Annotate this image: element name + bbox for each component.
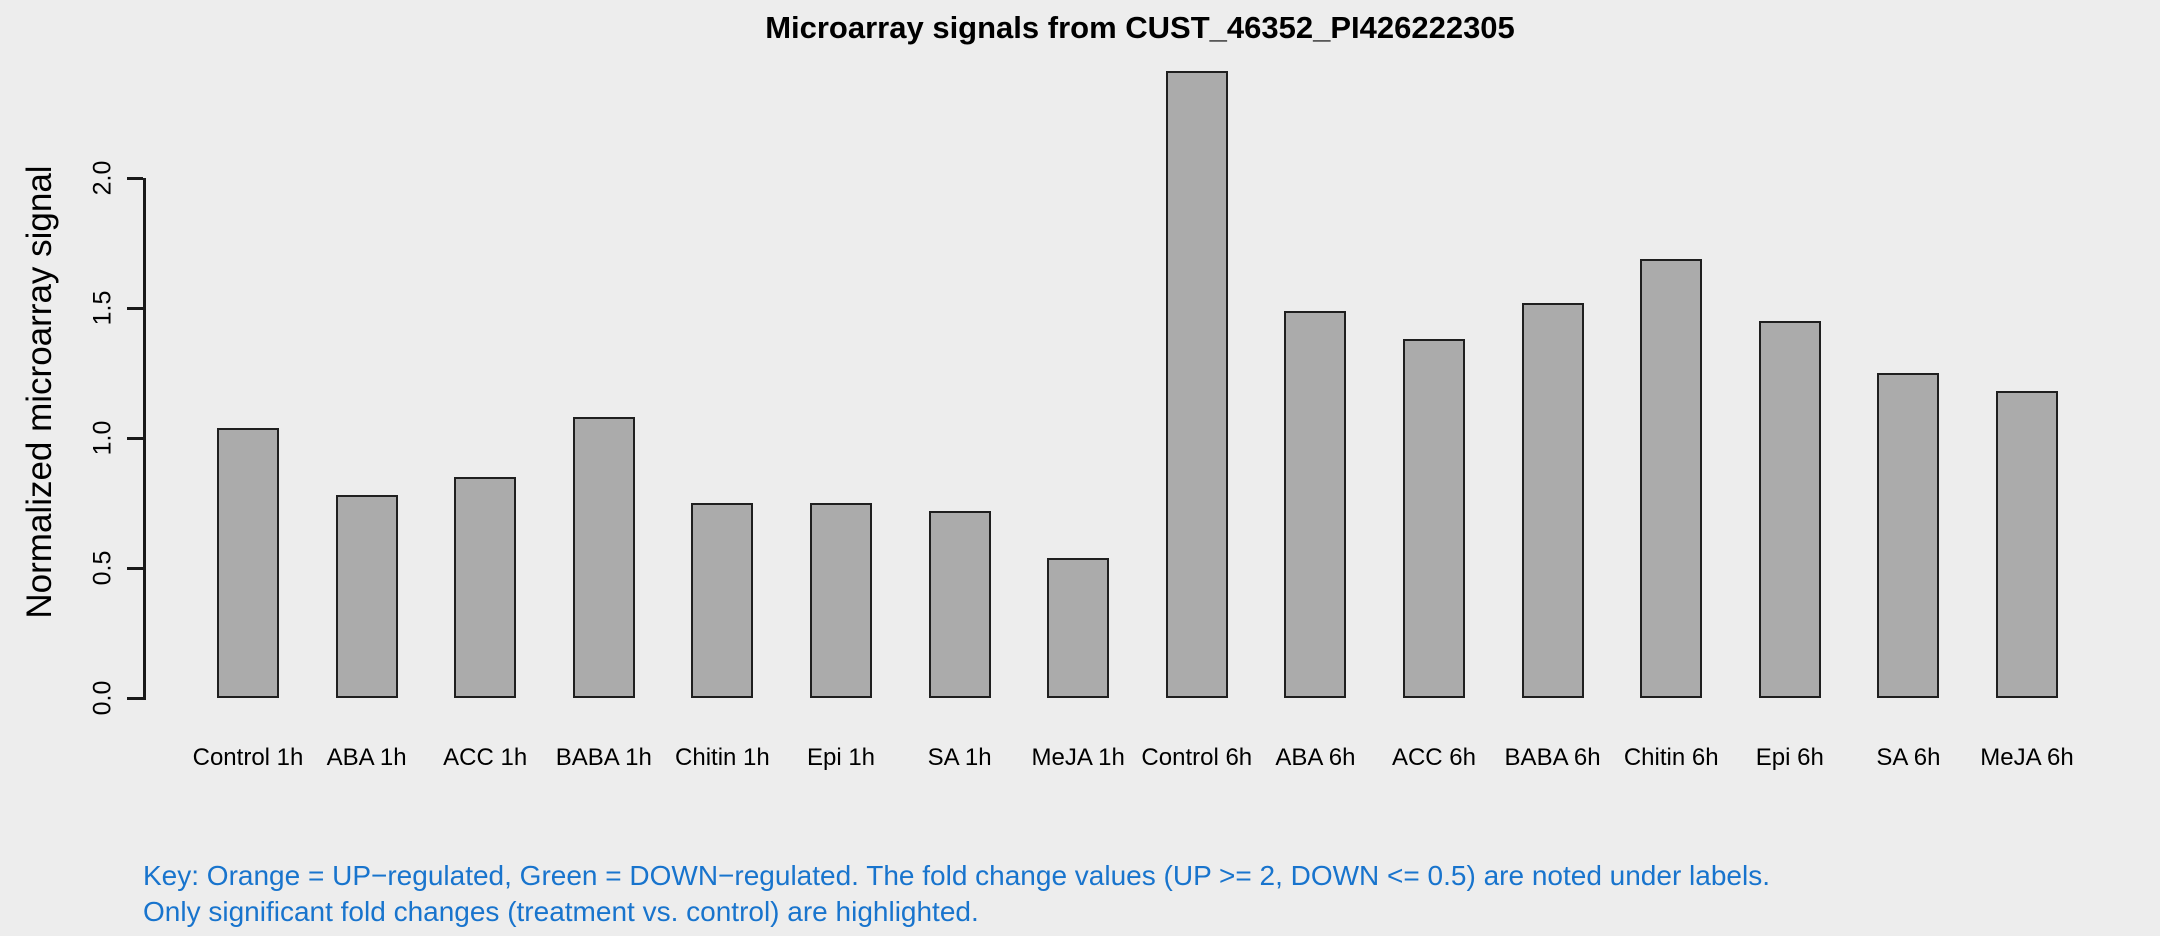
bar [573, 417, 635, 698]
x-tick-label: BABA 6h [1504, 744, 1601, 771]
bar [929, 511, 991, 698]
x-tick-label: Epi 6h [1755, 744, 1824, 771]
x-tick-label: ACC 6h [1391, 744, 1477, 771]
bar [454, 477, 516, 698]
x-tick-label: Epi 1h [806, 744, 876, 771]
y-axis-tick [127, 697, 143, 700]
chart-title: Microarray signals from CUST_46352_PI426… [765, 10, 1515, 45]
bar [691, 503, 753, 698]
x-tick-label: ACC 1h [443, 744, 528, 771]
bar [1047, 558, 1109, 698]
bar [1996, 391, 2058, 698]
key-line-2: Only significant fold changes (treatment… [143, 896, 979, 927]
x-tick-label: Chitin 1h [675, 744, 770, 771]
bar [810, 503, 872, 698]
bar [1166, 71, 1228, 698]
y-tick-label: 0.0 [88, 680, 117, 716]
bar [217, 428, 279, 698]
y-axis-tick [127, 177, 143, 180]
x-tick-label: MeJA 1h [1031, 744, 1125, 771]
bar [1759, 321, 1821, 698]
y-tick-label: 1.5 [88, 290, 117, 326]
y-tick-label: 0.5 [88, 550, 117, 586]
x-tick-label: BABA 1h [555, 744, 652, 771]
bar [1284, 311, 1346, 698]
bar [1877, 373, 1939, 698]
bar [1403, 339, 1465, 698]
y-tick-label: 2.0 [88, 160, 117, 196]
x-tick-label: Control 6h [1141, 744, 1253, 771]
x-tick-label: MeJA 6h [1980, 744, 2074, 771]
x-tick-label: SA 1h [927, 744, 992, 771]
x-tick-label: ABA 1h [326, 744, 407, 771]
bar [1640, 259, 1702, 698]
y-axis-tick [127, 307, 143, 310]
y-tick-label: 1.0 [88, 420, 117, 456]
key-line-1: Key: Orange = UP−regulated, Green = DOWN… [143, 860, 1770, 891]
y-axis-tick [127, 567, 143, 570]
y-axis-title: Normalized microarray signal [20, 165, 59, 619]
bar [336, 495, 398, 698]
x-tick-label: Chitin 6h [1623, 744, 1719, 771]
bar [1522, 303, 1584, 698]
x-tick-label: ABA 6h [1275, 744, 1356, 771]
legend-key: Key: Orange = UP−regulated, Green = DOWN… [143, 858, 1770, 930]
y-axis-tick [127, 437, 143, 440]
x-tick-label: SA 6h [1876, 744, 1941, 771]
y-axis-line [143, 178, 146, 700]
x-tick-label: Control 1h [192, 744, 304, 771]
